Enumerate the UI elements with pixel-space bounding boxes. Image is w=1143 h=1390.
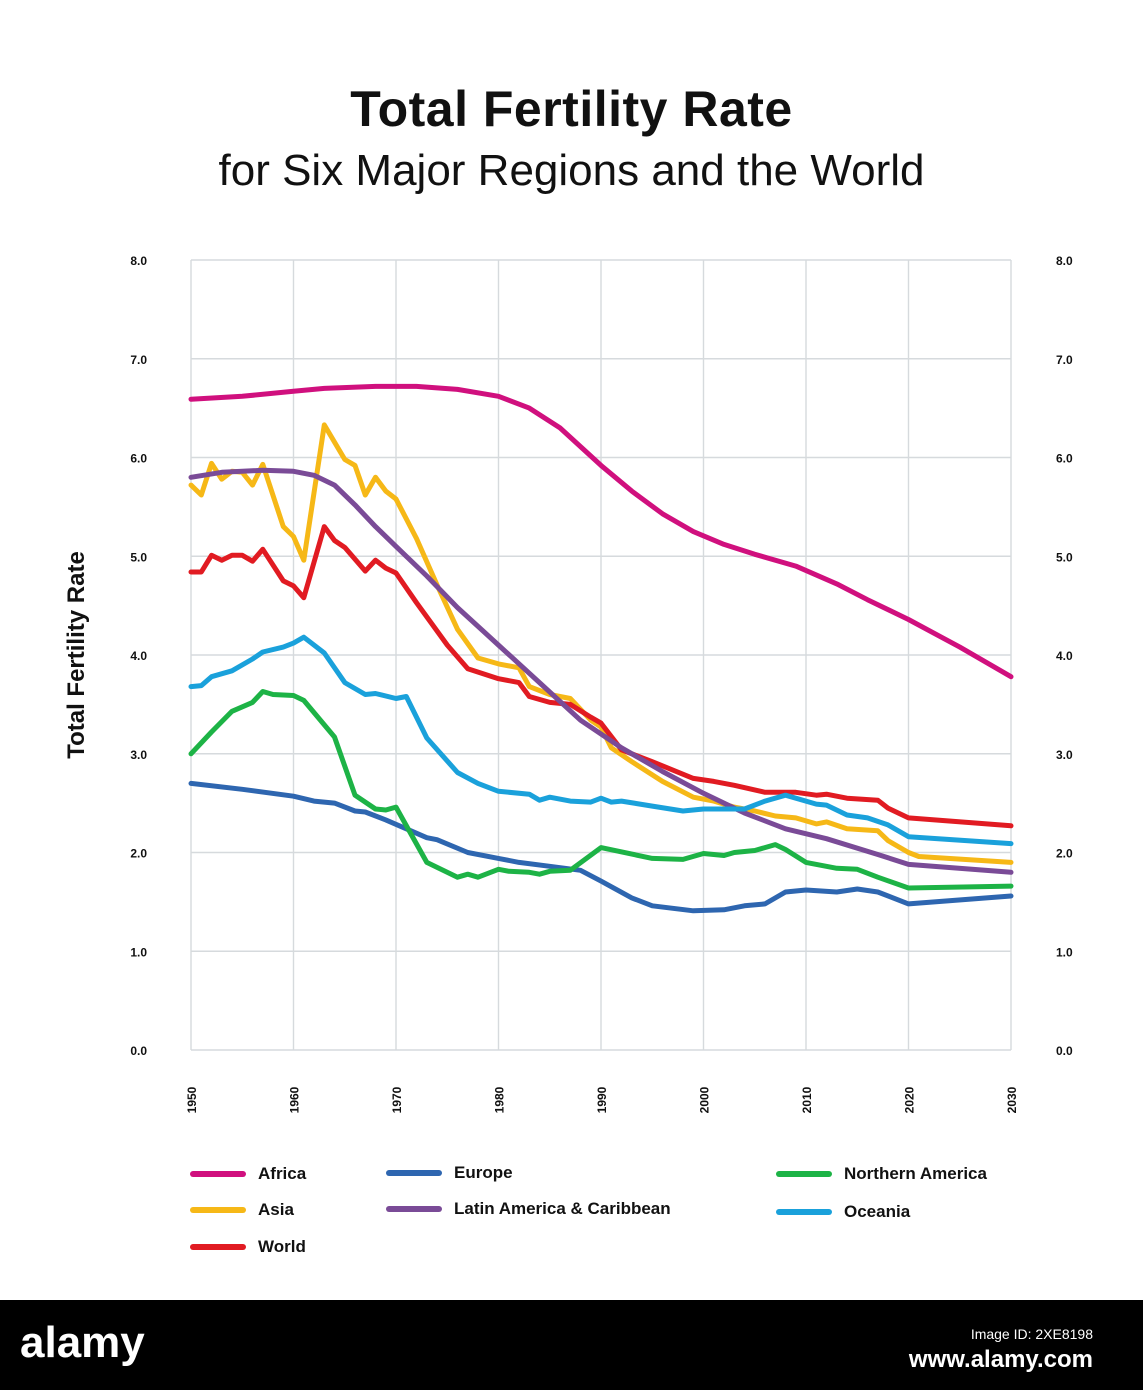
chart-subtitle: for Six Major Regions and the World: [218, 146, 925, 195]
legend-label: Africa: [258, 1164, 307, 1183]
y-tick-label-left: 0.0: [130, 1044, 147, 1058]
series-lines: [188, 383, 1014, 914]
x-axis-ticks: 1950 1960 1970 1980 1990 2000 2010 2020 2030: [185, 1086, 1019, 1113]
chart-title: Total Fertility Rate: [350, 81, 793, 137]
y-tick-label-left: 1.0: [130, 945, 147, 959]
y-tick-label-right: 8.0: [1056, 254, 1073, 268]
x-tick-label: 2020: [903, 1086, 917, 1113]
legend-item-africa: Africa: [190, 1162, 306, 1186]
y-tick-label-left: 8.0: [130, 254, 147, 268]
series-line-africa: [188, 383, 1014, 680]
brand-url: www.alamy.com: [908, 1346, 1093, 1373]
line-chart: 0.0 1.0 2.0 3.0 4.0 5.0 6.0 7.0 8.0 0.0 1.0 2.0 3.0…: [63, 254, 1073, 1113]
y-tick-label-right: 6.0: [1056, 452, 1073, 466]
legend-swatch: [190, 1207, 246, 1213]
x-tick-label: 1980: [493, 1086, 507, 1113]
x-tick-label: 2010: [800, 1086, 814, 1113]
legend-swatch: [386, 1206, 442, 1212]
series-line-latin-america-caribbean: [188, 467, 1014, 875]
legend-label: World: [258, 1237, 306, 1256]
y-axis-ticks-left: 0.0 1.0 2.0 3.0 4.0 5.0 6.0 7.0 8.0: [130, 254, 147, 1058]
y-tick-label-right: 5.0: [1056, 550, 1073, 564]
legend-item-oceania: Oceania: [776, 1200, 910, 1224]
image-id: Image ID: 2XE8198: [970, 1326, 1093, 1342]
footer-bar: [0, 1300, 1143, 1390]
x-tick-label: 2030: [1005, 1086, 1019, 1113]
legend-item-world: World: [190, 1235, 306, 1259]
legend-swatch: [190, 1171, 246, 1177]
x-tick-label: 1960: [288, 1086, 302, 1113]
series-line-europe: [188, 780, 1014, 914]
legend-item-northern-america: Northern America: [776, 1162, 987, 1186]
legend-swatch: [190, 1244, 246, 1250]
legend-label: Asia: [258, 1200, 294, 1219]
legend-swatch: [386, 1170, 442, 1176]
y-tick-label-right: 4.0: [1056, 649, 1073, 663]
series-line-oceania: [188, 634, 1014, 847]
legend-label: Latin America & Caribbean: [454, 1199, 671, 1218]
y-tick-label-right: 7.0: [1056, 353, 1073, 367]
y-tick-label-left: 3.0: [130, 748, 147, 762]
legend-label: Northern America: [844, 1164, 987, 1183]
y-axis-label: Total Fertility Rate: [63, 551, 90, 759]
x-tick-label: 1970: [390, 1086, 404, 1113]
legend-item-latin-america-caribbean: Latin America & Caribbean: [386, 1197, 671, 1221]
series-line-world: [188, 524, 1014, 829]
y-tick-label-left: 4.0: [130, 649, 147, 663]
legend-label: Oceania: [844, 1202, 911, 1221]
legend-swatch: [776, 1209, 832, 1215]
series-line-asia: [188, 422, 1014, 865]
y-tick-label-left: 6.0: [130, 452, 147, 466]
series-line-northern-america: [188, 689, 1014, 891]
x-tick-label: 1990: [595, 1086, 609, 1113]
y-tick-label-right: 0.0: [1056, 1044, 1073, 1058]
y-tick-label-right: 3.0: [1056, 748, 1073, 762]
y-tick-label-left: 7.0: [130, 353, 147, 367]
legend-label: Europe: [454, 1163, 513, 1182]
legend-item-europe: Europe: [386, 1161, 513, 1185]
brand-logo: alamy: [20, 1318, 145, 1367]
y-tick-label-left: 2.0: [130, 847, 147, 861]
y-tick-label-left: 5.0: [130, 550, 147, 564]
x-tick-label: 2000: [698, 1086, 712, 1113]
grid-lines: [190, 259, 1012, 1051]
y-tick-label-right: 2.0: [1056, 847, 1073, 861]
x-tick-label: 1950: [185, 1086, 199, 1113]
y-tick-label-right: 1.0: [1056, 945, 1073, 959]
legend-item-asia: Asia: [190, 1198, 294, 1222]
y-axis-ticks-right: 0.0 1.0 2.0 3.0 4.0 5.0 6.0 7.0 8.0: [1056, 254, 1073, 1058]
legend-swatch: [776, 1171, 832, 1177]
